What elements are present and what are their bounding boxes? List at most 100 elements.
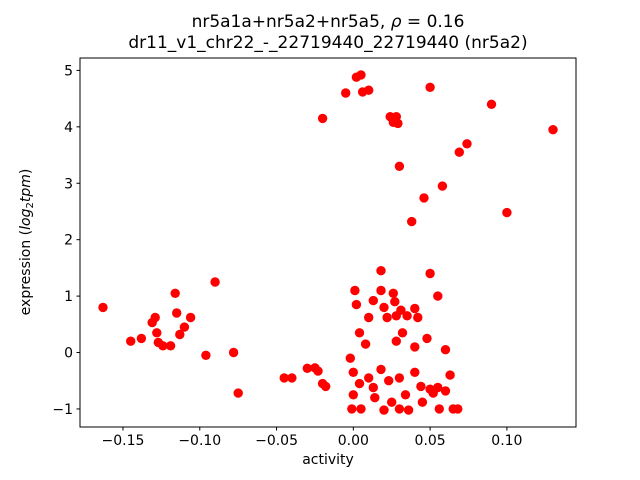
data-point [347, 404, 357, 414]
data-point [384, 376, 394, 386]
plot-title: nr5a1a+nr5a2+nr5a5, ρ = 0.16 [192, 12, 465, 32]
y-label-normal1: expression ( [18, 230, 34, 315]
x-tick-label: 0.00 [338, 433, 369, 449]
data-point [397, 328, 408, 338]
data-point [302, 363, 312, 373]
y-tick-label: 1 [64, 289, 73, 305]
data-point [356, 404, 366, 414]
data-point [486, 99, 497, 110]
data-point [400, 390, 411, 400]
plot-title-suffix: = 0.16 [402, 12, 465, 32]
x-tick-label: −0.15 [102, 433, 145, 449]
text-layer: nr5a1a+nr5a2+nr5a5, ρ = 0.16 dr11_v1_chr… [18, 12, 528, 468]
data-point [313, 366, 323, 376]
data-point [410, 303, 420, 314]
axes-layer: −0.15 −0.10 −0.05 0.00 0.05 0.10 −1 0 1 2 3 4 5 [52, 57, 577, 449]
data-point [402, 311, 412, 321]
data-point [403, 405, 414, 415]
data-point [445, 370, 455, 380]
data-point [279, 373, 289, 383]
plot-title-prefix: nr5a1a+nr5a2+nr5a5, [192, 12, 391, 32]
data-point [394, 161, 405, 171]
y-tick-label: 3 [64, 176, 73, 192]
data-point [394, 373, 405, 383]
data-point [348, 390, 358, 400]
y-label-subscript: 2 [25, 202, 36, 208]
data-point [433, 382, 443, 393]
data-point [417, 397, 428, 407]
data-point [393, 118, 403, 129]
data-point [454, 147, 464, 157]
data-point [376, 285, 386, 296]
data-point [548, 125, 558, 135]
plot-subtitle: dr11_v1_chr22_-_22719440_22719440 (nr5a2… [128, 33, 527, 53]
data-point [416, 381, 426, 392]
y-tick-label: 4 [64, 120, 73, 136]
data-point [410, 342, 420, 352]
data-point [348, 367, 358, 377]
data-point [440, 345, 451, 355]
data-point [345, 353, 355, 363]
data-point [376, 266, 386, 276]
y-label-log: log [18, 208, 34, 229]
data-point [126, 336, 136, 346]
data-point [158, 341, 168, 351]
data-point [387, 397, 397, 407]
data-point [433, 291, 443, 301]
y-tick-label: −1 [52, 402, 73, 418]
data-point [382, 312, 392, 323]
data-point [370, 393, 380, 403]
data-point [437, 181, 448, 191]
x-tick-label: 0.05 [415, 433, 446, 449]
data-point [210, 277, 220, 287]
data-point [228, 347, 239, 358]
data-point [354, 328, 365, 338]
data-point [165, 341, 176, 351]
data-point [364, 312, 374, 323]
data-point [434, 404, 444, 414]
data-point [341, 88, 351, 98]
y-tick-label: 5 [64, 63, 73, 79]
data-point [391, 336, 401, 346]
data-point [175, 329, 185, 340]
rho-symbol: ρ [391, 12, 402, 32]
data-point [201, 350, 211, 360]
data-point [396, 305, 406, 315]
data-point [422, 333, 432, 344]
x-tick-label: −0.10 [178, 433, 221, 449]
data-point [364, 85, 374, 95]
data-point [379, 302, 389, 313]
y-tick-label: 0 [64, 346, 73, 362]
data-point [462, 139, 472, 149]
data-point [317, 113, 328, 124]
y-tick-label: 2 [64, 233, 73, 249]
data-point [136, 333, 147, 344]
data-point [425, 82, 435, 93]
y-axis-label: expression (log2tpm) [18, 169, 36, 316]
data-point [150, 312, 160, 323]
data-point [172, 308, 182, 318]
data-point [413, 312, 423, 323]
points-layer [98, 70, 558, 415]
axes-frame [79, 57, 577, 428]
data-point [453, 404, 463, 414]
x-axis-label: activity [302, 452, 354, 468]
data-point [440, 386, 451, 396]
data-point [425, 268, 435, 279]
data-point [185, 312, 196, 323]
data-point [356, 70, 366, 80]
data-point [321, 381, 331, 392]
data-point [407, 216, 417, 227]
data-point [390, 297, 400, 307]
data-point [364, 373, 374, 383]
y-label-normal2: ) [18, 169, 34, 174]
data-point [351, 299, 362, 310]
data-point [419, 193, 429, 203]
data-point [360, 339, 371, 349]
data-point [379, 405, 389, 415]
y-label-tpm: tpm [18, 174, 34, 202]
data-point [354, 378, 365, 389]
data-point [376, 364, 386, 375]
data-point [394, 404, 405, 414]
